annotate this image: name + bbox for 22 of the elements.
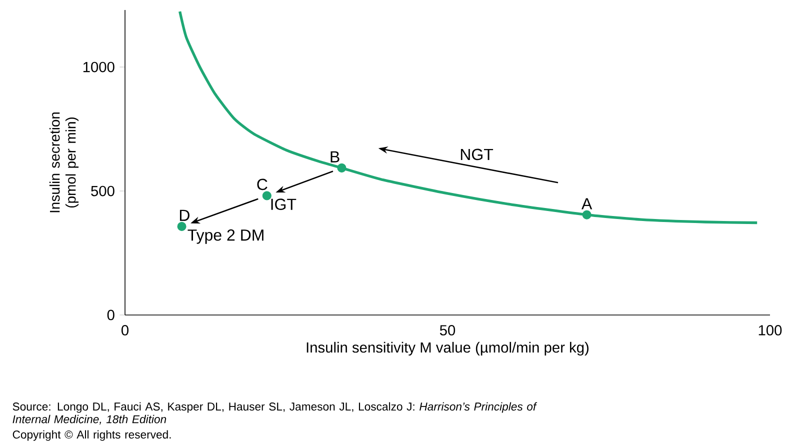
annotation: B (330, 151, 340, 162)
x-tick-label: 50 (440, 325, 456, 336)
line-series (178, 10, 758, 224)
y-tick-label: 0 (107, 310, 114, 320)
text: Source: Longo DL, Fauci AS, Kasper DL, Hauser SL, Jameson JL, Loscalzo J: Harrison’s Principles of Internal Medicine, 18th Edition (12, 402, 538, 425)
point (177, 222, 186, 231)
x-tick-label: 0 (121, 325, 128, 336)
annotation: NGT (460, 148, 494, 160)
annotation: C (257, 178, 268, 190)
annotation: Type 2 DM (188, 229, 264, 244)
y-tick-label: 500 (91, 186, 114, 196)
point (337, 163, 346, 172)
point (582, 210, 592, 220)
x-tick-label: 100 (758, 325, 782, 336)
point (262, 191, 272, 200)
y-axis-title: Insulin secretion (pmol per min) (49, 112, 79, 212)
text: Copyright © All rights reserved. (12, 430, 171, 441)
x-axis-title: Insulin sensitivity M value (µmol/min per kg) (306, 342, 588, 356)
annotation: IGT (271, 198, 296, 210)
annotation: D (180, 210, 190, 221)
y-tick-label: 1000 (83, 62, 114, 72)
annotation: A (582, 198, 592, 210)
